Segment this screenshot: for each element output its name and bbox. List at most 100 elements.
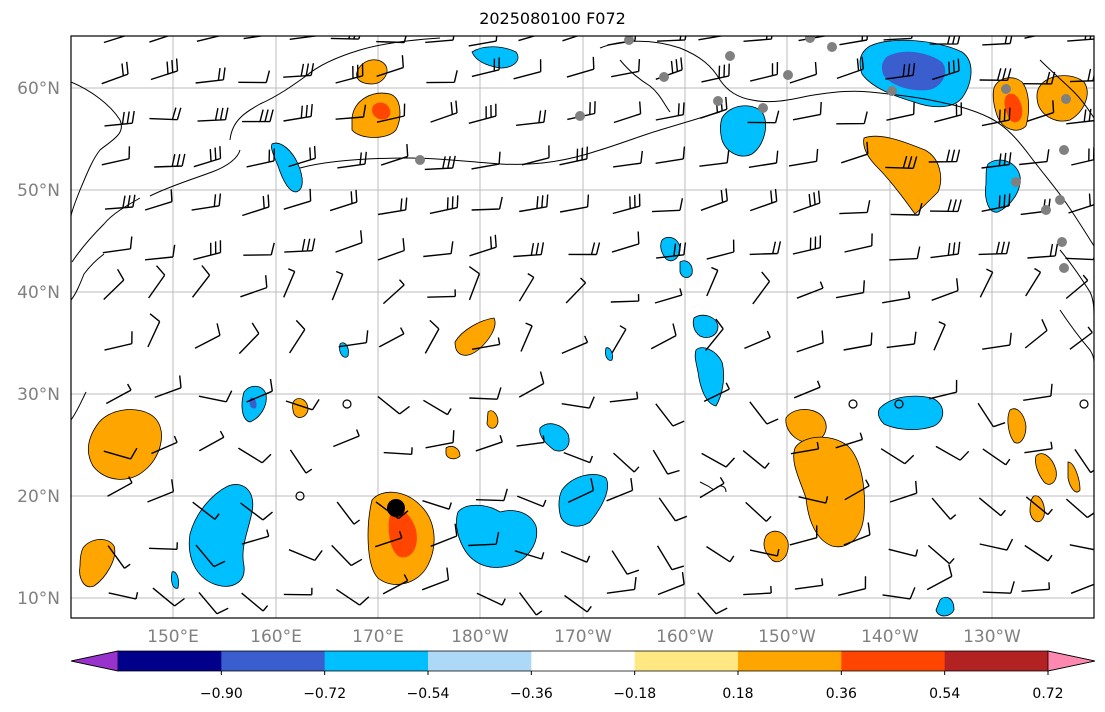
colorbar-segment xyxy=(634,651,739,671)
wind-barb xyxy=(519,194,549,213)
wind-barb xyxy=(889,246,921,261)
wind-barb xyxy=(565,277,587,304)
colorbar-tick-label: −0.54 xyxy=(407,686,450,702)
station-dot xyxy=(1041,205,1051,215)
wind-barb xyxy=(886,101,915,121)
wind-barb xyxy=(979,268,994,298)
wind-barb xyxy=(191,265,211,298)
wind-barb xyxy=(518,36,537,42)
calm-circle xyxy=(848,399,858,409)
wind-barb xyxy=(380,144,409,166)
wind-barb xyxy=(838,576,867,596)
wind-barb xyxy=(700,188,728,211)
wind-barb xyxy=(650,323,677,350)
station-dot xyxy=(805,36,815,43)
wind-barb xyxy=(651,198,684,213)
lon-label: 170°E xyxy=(352,627,404,647)
wind-barb xyxy=(840,141,869,164)
wind-barb xyxy=(331,270,344,301)
wind-barb xyxy=(843,332,873,351)
wind-barb xyxy=(982,448,1011,466)
wind-barb xyxy=(699,150,730,167)
wind-barb xyxy=(613,150,643,168)
wind-barb xyxy=(1024,319,1048,349)
wind-barb xyxy=(1025,267,1042,297)
wind-barb xyxy=(654,288,683,304)
lon-label: 160°E xyxy=(250,627,302,647)
wind-barb xyxy=(792,101,822,121)
wind-barb xyxy=(1067,36,1094,42)
wind-barb xyxy=(154,375,182,399)
wind-barb xyxy=(424,319,440,354)
wind-barb xyxy=(1024,441,1053,454)
lat-label: 40°N xyxy=(17,283,60,303)
colorbar-segment xyxy=(841,651,946,671)
wind-barb xyxy=(789,61,818,84)
wind-barb xyxy=(1066,108,1094,125)
wind-barb xyxy=(835,432,864,449)
wind-barb xyxy=(796,330,824,353)
wind-barb xyxy=(835,280,865,299)
wind-barb xyxy=(468,266,481,301)
wind-barb xyxy=(568,242,601,256)
wind-barb xyxy=(796,281,824,299)
wind-barb xyxy=(521,145,550,166)
wind-barb xyxy=(425,36,455,44)
wind-barb xyxy=(238,322,260,355)
wind-barb xyxy=(612,193,641,215)
wind-barb xyxy=(611,325,627,354)
wind-barb xyxy=(514,550,545,560)
lat-label: 60°N xyxy=(17,79,60,99)
station-dot xyxy=(1061,94,1071,104)
wind-barb xyxy=(1069,326,1093,350)
station-dot xyxy=(783,70,793,80)
wind-barb xyxy=(516,495,547,508)
wind-barb xyxy=(289,449,313,474)
wind-barb xyxy=(882,587,916,600)
wind-barb xyxy=(468,531,500,547)
wind-barb xyxy=(288,549,323,562)
wind-barb xyxy=(697,592,728,615)
wind-barb xyxy=(471,151,501,170)
wind-barb xyxy=(563,451,594,464)
wind-barb xyxy=(1023,383,1053,401)
wind-barb xyxy=(101,61,129,85)
wind-barb xyxy=(749,188,778,212)
wind-barb xyxy=(749,401,779,425)
colorbar-extend-high xyxy=(1047,650,1096,672)
station-dot xyxy=(713,96,723,106)
wind-barb xyxy=(152,587,185,607)
station-dot xyxy=(1055,195,1065,205)
wind-barb xyxy=(843,522,871,546)
wind-barb xyxy=(193,146,222,168)
wind-barb xyxy=(102,236,133,254)
wind-barb xyxy=(471,337,501,350)
wind-barb xyxy=(793,190,821,214)
wind-barb xyxy=(471,196,503,211)
wind-barb xyxy=(886,331,917,349)
wind-barb xyxy=(788,148,819,167)
wind-barb xyxy=(1065,274,1089,300)
calm-circle xyxy=(342,399,352,409)
wind-barb xyxy=(284,238,316,253)
colorbar-segment xyxy=(531,651,636,671)
wind-barb xyxy=(889,480,918,503)
wind-barb xyxy=(1025,496,1053,516)
station-dot xyxy=(1001,84,1011,94)
wind-barb xyxy=(658,497,688,522)
wind-barb xyxy=(748,150,779,168)
wind-barb xyxy=(656,545,685,571)
wind-barb xyxy=(836,111,868,125)
wind-barb xyxy=(338,330,369,348)
wind-barb xyxy=(423,399,452,416)
wind-barb xyxy=(1070,583,1094,594)
wind-barb xyxy=(744,330,771,350)
wind-barb xyxy=(148,265,166,299)
wind-barb xyxy=(242,109,274,123)
wind-barb xyxy=(880,448,915,465)
wind-barb xyxy=(520,322,533,352)
wind-barb xyxy=(977,402,1006,428)
wind-barb xyxy=(105,383,132,405)
wind-barb xyxy=(149,36,171,43)
